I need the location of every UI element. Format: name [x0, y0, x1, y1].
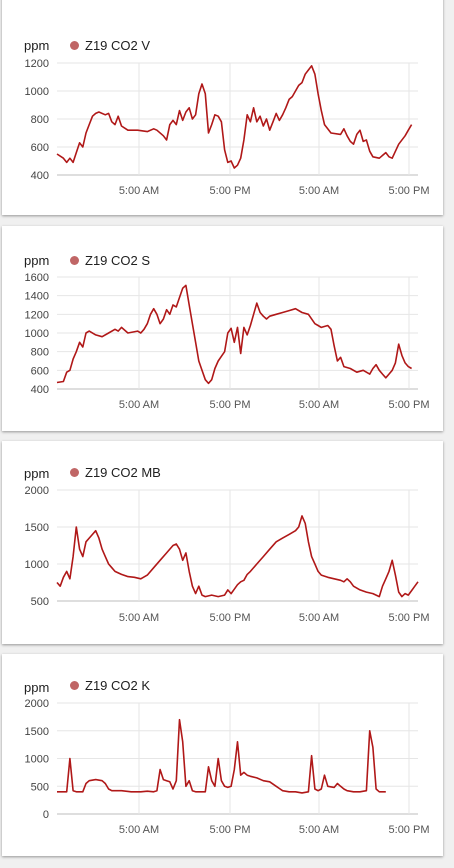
y-tick-label: 1000	[25, 328, 49, 340]
x-tick-label: 5:00 AM	[119, 824, 159, 836]
line-chart-svg: 400 600 800 1000 1200 5:00 AM 5:00 PM 5:00 AM 5:…	[25, 58, 430, 197]
legend-dot-icon	[70, 681, 79, 690]
legend-dot-icon	[70, 468, 79, 477]
y-tick-label: 0	[43, 809, 49, 821]
x-tick-label: 5:00 AM	[119, 612, 159, 624]
legend-label: Z19 CO2 S	[85, 253, 151, 268]
y-tick-label: 2000	[25, 698, 49, 710]
series-line[interactable]	[56, 65, 413, 169]
legend[interactable]: Z19 CO2 K	[70, 678, 150, 693]
x-tick-label: 5:00 PM	[210, 185, 251, 197]
y-axis-unit-label: ppm	[24, 680, 50, 695]
y-tick-label: 500	[31, 596, 49, 608]
x-tick-label: 5:00 PM	[389, 612, 430, 624]
x-tick-label: 5:00 AM	[299, 185, 339, 197]
y-tick-label: 500	[31, 781, 49, 793]
x-tick-label: 5:00 PM	[210, 824, 251, 836]
y-tick-label: 1600	[25, 272, 49, 284]
legend-label: Z19 CO2 K	[85, 678, 151, 693]
y-tick-label: 400	[31, 384, 49, 396]
line-chart-svg: 0 500 1000 1500 2000 5:00 AM 5:00 PM 5:00 AM 5:0…	[25, 698, 430, 836]
y-tick-label: 1000	[25, 86, 49, 98]
chart-card-mb: ppm Z19 CO2 MB 500 1000 1500 2000 5:00 AM 5:00 …	[2, 441, 443, 644]
y-axis-unit-label: ppm	[24, 253, 50, 268]
x-tick-label: 5:00 PM	[389, 824, 430, 836]
series-line[interactable]	[56, 284, 412, 385]
y-tick-label: 1400	[25, 291, 49, 303]
x-tick-label: 5:00 PM	[389, 185, 430, 197]
x-tick-label: 5:00 AM	[299, 399, 339, 411]
y-axis-unit-label: ppm	[24, 38, 50, 53]
legend-label: Z19 CO2 MB	[85, 465, 161, 480]
y-tick-label: 1500	[25, 522, 49, 534]
legend-dot-icon	[70, 41, 79, 50]
chart-card-v: ppm Z19 CO2 V 400 600 800 1000 1200 5:00 AM 5:00…	[2, 0, 443, 215]
y-tick-label: 1000	[25, 754, 49, 766]
legend[interactable]: Z19 CO2 MB	[70, 465, 161, 480]
chart-card-k: ppm Z19 CO2 K 0 500 1000 1500 2000 5:00 AM 5:00 …	[2, 654, 443, 856]
x-tick-label: 5:00 PM	[210, 399, 251, 411]
y-tick-label: 600	[31, 365, 49, 377]
x-tick-label: 5:00 AM	[119, 185, 159, 197]
line-chart-svg: 500 1000 1500 2000 5:00 AM 5:00 PM 5:00 AM 5:00…	[25, 485, 430, 624]
x-tick-label: 5:00 AM	[119, 399, 159, 411]
x-tick-label: 5:00 PM	[210, 612, 251, 624]
x-tick-label: 5:00 PM	[389, 399, 430, 411]
y-tick-label: 1200	[25, 309, 49, 321]
y-tick-label: 1200	[25, 58, 49, 70]
x-tick-label: 5:00 AM	[299, 612, 339, 624]
y-tick-label: 800	[31, 114, 49, 126]
line-chart-svg: 400 600 800 1000 1200 1400 1600 5:00 AM 5:00 PM 5…	[25, 272, 430, 411]
legend[interactable]: Z19 CO2 S	[70, 253, 150, 268]
series-line[interactable]	[57, 718, 386, 794]
x-tick-label: 5:00 AM	[299, 824, 339, 836]
y-tick-label: 800	[31, 347, 49, 359]
y-tick-label: 600	[31, 142, 49, 154]
legend-label: Z19 CO2 V	[85, 38, 151, 53]
legend[interactable]: Z19 CO2 V	[70, 38, 150, 53]
y-tick-label: 1000	[25, 559, 49, 571]
y-axis-unit-label: ppm	[24, 466, 50, 481]
chart-card-s: ppm Z19 CO2 S 400 600 800 1000 1200 1400 1600 5:0…	[2, 226, 443, 431]
y-tick-label: 2000	[25, 485, 49, 497]
y-tick-label: 1500	[25, 726, 49, 738]
series-line[interactable]	[56, 515, 419, 598]
legend-dot-icon	[70, 256, 79, 265]
y-tick-label: 400	[31, 170, 49, 182]
